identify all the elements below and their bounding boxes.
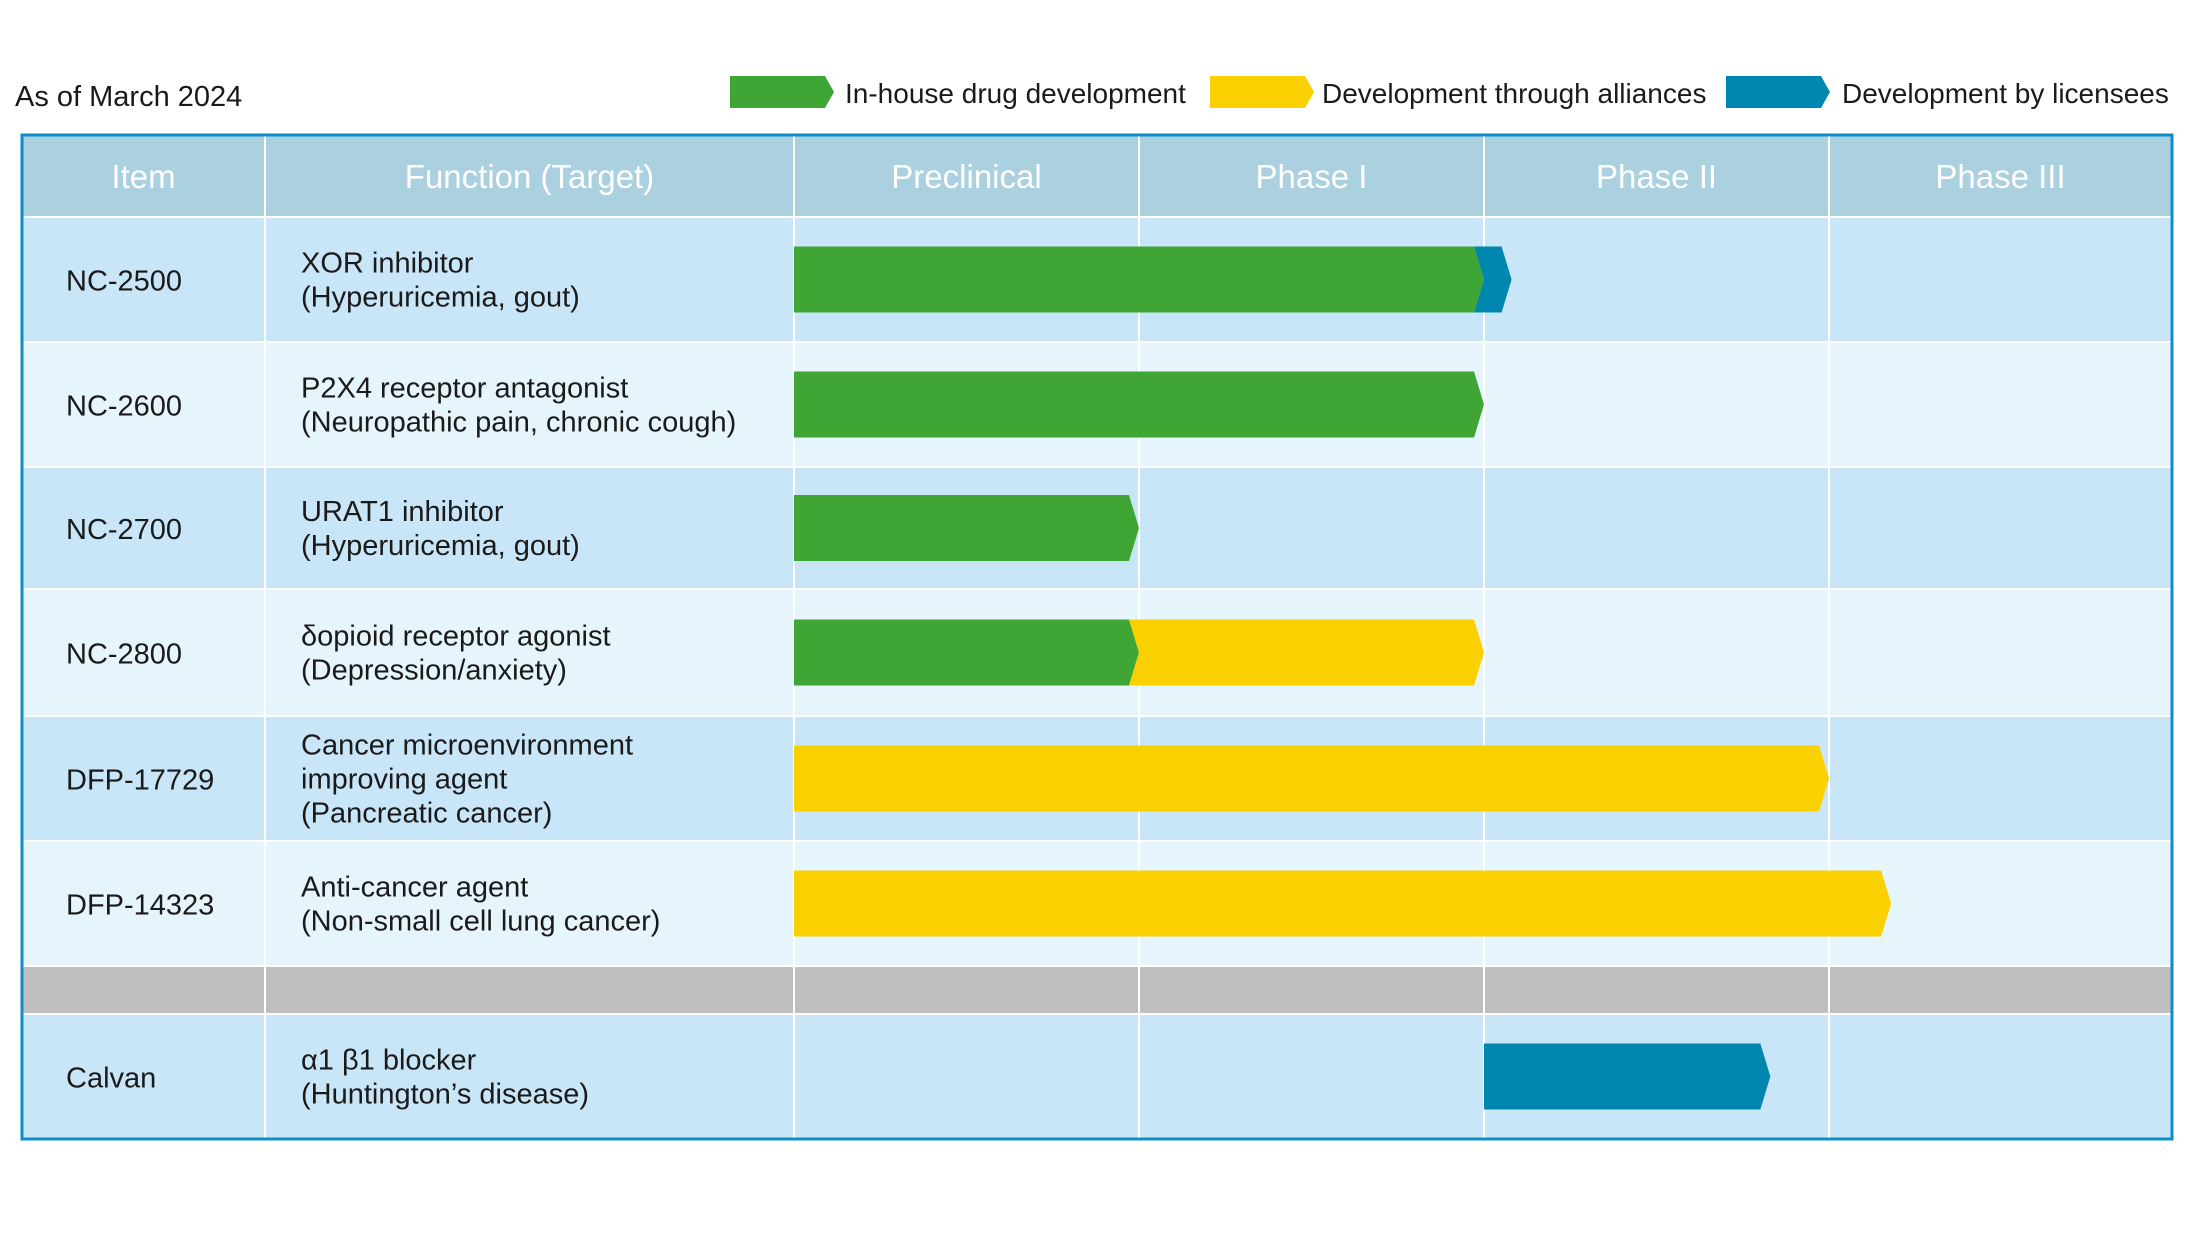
legend-swatch-alliance xyxy=(1210,76,1314,108)
bar-inhouse xyxy=(794,495,1139,561)
row-function-line: (Hyperuricemia, gout) xyxy=(301,282,580,314)
row-item-label: NC-2800 xyxy=(66,639,182,671)
row-function-line: XOR inhibitor xyxy=(301,248,474,280)
bar-licensee xyxy=(1474,246,1512,313)
header-phase-3: Phase II xyxy=(1596,158,1717,195)
legend-swatch-inhouse xyxy=(730,76,834,108)
row-function-line: Anti-cancer agent xyxy=(301,872,528,904)
as-of-date: As of March 2024 xyxy=(15,81,242,113)
row-function-line: (Hyperuricemia, gout) xyxy=(301,530,580,562)
table-border xyxy=(20,133,2174,1141)
gridlines xyxy=(22,135,2172,1139)
legend: In-house drug development Development thr… xyxy=(730,76,2169,109)
row-function-line: (Huntington’s disease) xyxy=(301,1079,589,1111)
bar-alliance xyxy=(794,870,1892,937)
header-item: Item xyxy=(111,158,175,195)
bar-licensee xyxy=(1484,1043,1771,1110)
row-function-line: P2X4 receptor antagonist xyxy=(301,373,628,405)
row-function-line: (Neuropathic pain, chronic cough) xyxy=(301,407,736,439)
row-function-line: (Pancreatic cancer) xyxy=(301,798,552,830)
legend-label-inhouse: In-house drug development xyxy=(845,78,1186,109)
row-function-line: δopioid receptor agonist xyxy=(301,621,611,653)
header-phase-1: Preclinical xyxy=(891,158,1041,195)
header-phase-2: Phase I xyxy=(1256,158,1368,195)
legend-label-alliance: Development through alliances xyxy=(1322,78,1706,109)
row-function-line: Cancer microenvironment xyxy=(301,730,633,762)
row-function-line: α1 β1 blocker xyxy=(301,1045,477,1077)
row-item-label: NC-2500 xyxy=(66,266,182,298)
section-separator xyxy=(22,966,2172,1014)
row-item-label: NC-2700 xyxy=(66,514,182,546)
row-item-label: Calvan xyxy=(66,1063,156,1095)
bar-alliance xyxy=(794,745,1829,812)
bar-inhouse xyxy=(794,619,1139,686)
row-item-label: DFP-17729 xyxy=(66,765,214,797)
pipeline-table: Item Function (Target) Preclinical Phase I P… xyxy=(20,133,2174,1141)
row-item-label: DFP-14323 xyxy=(66,890,214,922)
row-function-line: (Non-small cell lung cancer) xyxy=(301,906,660,938)
row-item-label: NC-2600 xyxy=(66,391,182,423)
legend-swatch-licensee xyxy=(1726,76,1830,108)
row-function-line: improving agent xyxy=(301,764,507,796)
bar-inhouse xyxy=(794,246,1484,313)
bar-inhouse xyxy=(794,371,1484,438)
row-function-line: (Depression/anxiety) xyxy=(301,655,567,687)
header-phase-4: Phase III xyxy=(1935,158,2065,195)
header-row xyxy=(22,135,2172,217)
row-function-line: URAT1 inhibitor xyxy=(301,496,504,528)
legend-label-licensee: Development by licensees xyxy=(1842,78,2169,109)
header-function: Function (Target) xyxy=(405,158,654,195)
bar-alliance xyxy=(1129,619,1484,686)
table-row xyxy=(22,1014,2172,1139)
